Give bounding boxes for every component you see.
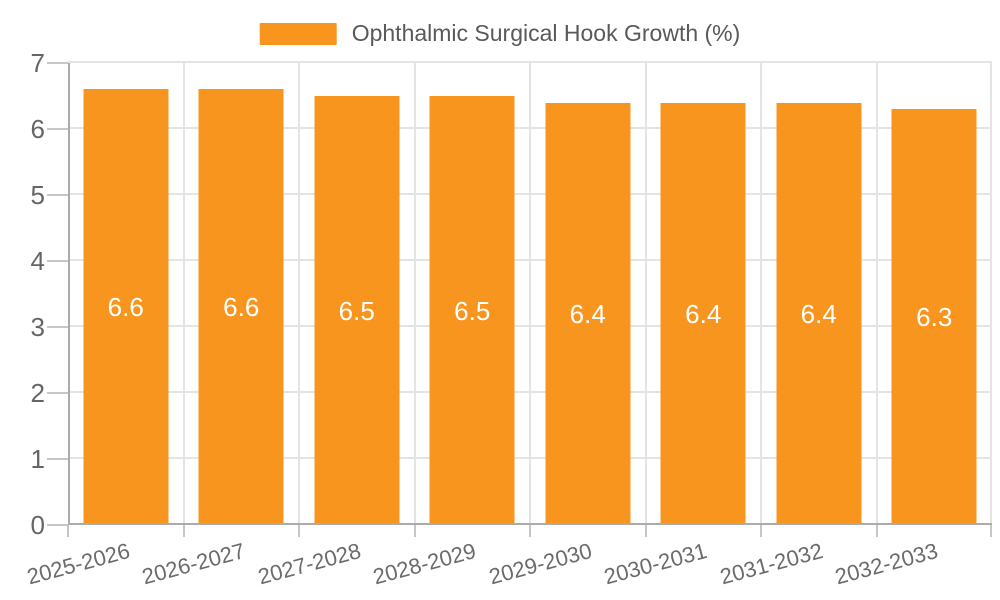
- x-axis-tick: [182, 525, 185, 537]
- x-axis-tick: [529, 525, 531, 537]
- bar-2027-2028[interactable]: 6.5: [314, 96, 400, 525]
- y-axis-line: [68, 63, 70, 525]
- bar-value-label: 6.6: [223, 292, 260, 323]
- plot-area: 6.6 6.6 6.5 6.5 6.4 6.4 6.4 6.3: [68, 61, 992, 525]
- bar-value-label: 6.4: [685, 298, 722, 329]
- y-axis-tick-label: 1: [30, 444, 45, 474]
- y-axis-tick-label: 6: [30, 114, 45, 144]
- y-axis-tick: [47, 326, 68, 328]
- bar-series: 6.6 6.6 6.5 6.5 6.4 6.4 6.4 6.3: [68, 63, 992, 525]
- bar-slot: 6.4: [646, 63, 762, 525]
- bar-value-label: 6.3: [916, 302, 953, 333]
- bar-slot: 6.4: [761, 63, 877, 525]
- x-axis-tick: [298, 525, 300, 537]
- y-axis-tick: [47, 260, 68, 262]
- bar-value-label: 6.4: [569, 298, 606, 329]
- x-gridline: [298, 63, 300, 525]
- y-axis-tick: [47, 392, 68, 394]
- legend-label: Ophthalmic Surgical Hook Growth (%): [351, 20, 741, 46]
- x-axis-tick: [67, 525, 69, 537]
- bar-2031-2032[interactable]: 6.4: [776, 102, 862, 525]
- y-axis-tick-label: 4: [30, 246, 45, 276]
- bar-slot: 6.5: [415, 63, 531, 525]
- y-axis-tick: [47, 194, 68, 196]
- bar-slot: 6.4: [530, 63, 646, 525]
- bar-value-label: 6.4: [800, 298, 837, 329]
- x-gridline: [529, 63, 531, 525]
- bar-slot: 6.6: [184, 63, 300, 525]
- bar-2025-2026[interactable]: 6.6: [83, 89, 169, 525]
- x-gridline: [413, 63, 416, 525]
- x-gridline: [644, 63, 647, 525]
- y-axis-tick: [47, 128, 68, 130]
- bar-slot: 6.3: [877, 63, 993, 525]
- y-axis-tick: [47, 62, 68, 64]
- bar-2029-2030[interactable]: 6.4: [545, 102, 631, 525]
- x-gridline: [875, 63, 878, 525]
- y-axis-tick-label: 3: [30, 312, 45, 342]
- y-axis-tick-label: 5: [30, 180, 45, 210]
- bar-2028-2029[interactable]: 6.5: [429, 96, 515, 525]
- y-axis-tick-label: 7: [30, 48, 45, 78]
- x-axis-tick: [413, 525, 416, 537]
- bar-2032-2033[interactable]: 6.3: [891, 109, 977, 525]
- bar-slot: 6.6: [68, 63, 184, 525]
- bar-value-label: 6.5: [338, 295, 375, 326]
- x-gridline: [990, 63, 992, 525]
- x-axis-tick: [760, 525, 762, 537]
- x-axis-tick: [875, 525, 878, 537]
- x-gridline: [760, 63, 762, 525]
- bar-2026-2027[interactable]: 6.6: [198, 89, 284, 525]
- bar-value-label: 6.6: [107, 292, 144, 323]
- y-axis-tick-label: 2: [30, 378, 45, 408]
- x-axis-line: [68, 523, 992, 525]
- legend-swatch-icon: [259, 22, 337, 45]
- y-axis-tick-label: 0: [30, 510, 45, 540]
- y-axis-tick: [47, 458, 68, 460]
- bar-2030-2031[interactable]: 6.4: [660, 102, 746, 525]
- x-axis-tick: [990, 525, 992, 537]
- y-axis-tick: [47, 524, 68, 526]
- x-gridline: [182, 63, 185, 525]
- bar-value-label: 6.5: [454, 295, 491, 326]
- x-axis-tick: [644, 525, 647, 537]
- y-gridline: [68, 61, 992, 63]
- legend[interactable]: Ophthalmic Surgical Hook Growth (%): [259, 20, 741, 47]
- bar-slot: 6.5: [299, 63, 415, 525]
